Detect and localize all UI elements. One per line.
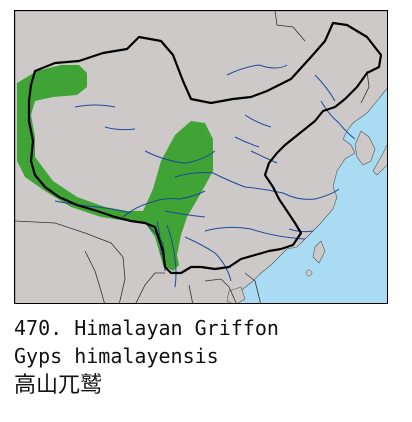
hainan — [226, 286, 246, 303]
scientific-name: Gyps himalayensis — [14, 344, 219, 368]
map-canvas — [15, 11, 387, 303]
map-caption: 470. Himalayan Griffon Gyps himalayensis… — [14, 314, 404, 402]
range-map — [14, 10, 388, 304]
taiwan — [312, 240, 326, 264]
korea — [354, 130, 376, 166]
island — [305, 269, 313, 277]
rivers — [54, 64, 356, 288]
species-title: 470. Himalayan Griffon — [14, 316, 279, 340]
japan — [372, 144, 387, 176]
range-area — [17, 65, 213, 271]
china-border — [27, 21, 383, 275]
chinese-name: 高山兀鹫 — [14, 373, 103, 398]
country-borders — [15, 11, 370, 303]
